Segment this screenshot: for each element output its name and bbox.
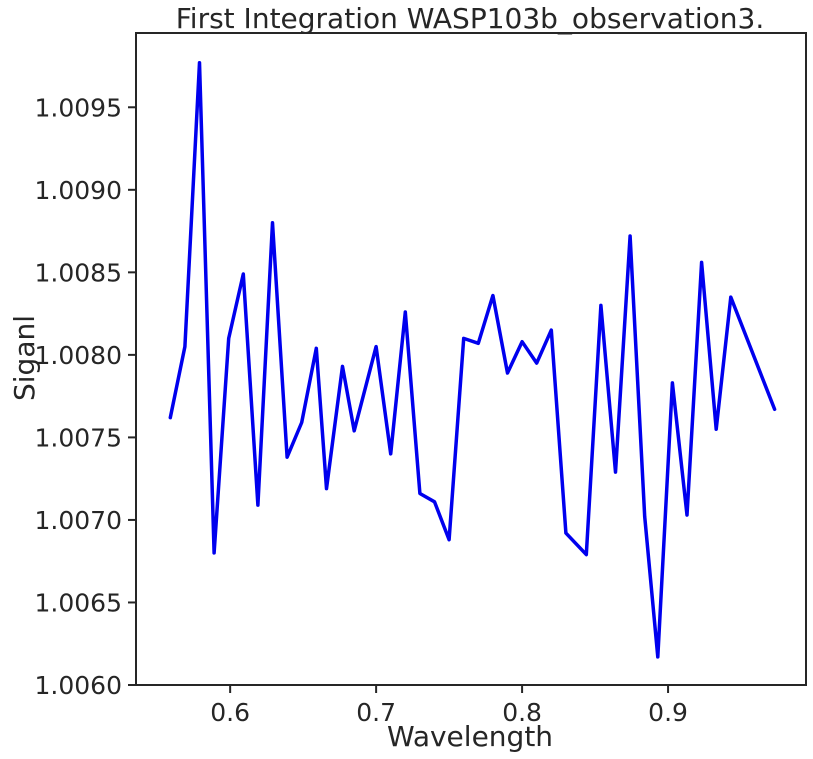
x-axis: 0.6 0.7 0.8 0.9 — [210, 685, 688, 727]
y-tick-label: 1.0060 — [35, 671, 122, 700]
plot-frame — [135, 32, 807, 686]
series-line-0 — [168, 60, 777, 659]
y-tick-label: 1.0095 — [35, 93, 122, 122]
x-axis-label: Wavelength — [387, 720, 553, 753]
x-tick-label: 0.6 — [210, 698, 250, 727]
y-tick-label: 1.0085 — [35, 258, 122, 287]
y-tick-label: 1.0065 — [35, 588, 122, 617]
y-tick-label: 1.0080 — [35, 341, 122, 370]
x-tick-label: 0.8 — [502, 698, 542, 727]
plot-area — [168, 60, 777, 659]
y-tick-label: 1.0075 — [35, 423, 122, 452]
y-tick-label: 1.0070 — [35, 506, 122, 535]
y-tick-label: 1.0090 — [35, 176, 122, 205]
x-tick-label: 0.9 — [648, 698, 688, 727]
y-axis-label: Siganl — [8, 315, 41, 401]
chart-title: First Integration WASP103b_observation3. — [176, 2, 765, 35]
y-axis: 1.0060 1.0065 1.0070 1.0075 1.0080 1.0085 1.00… — [35, 93, 136, 700]
x-tick-label: 0.7 — [356, 698, 396, 727]
